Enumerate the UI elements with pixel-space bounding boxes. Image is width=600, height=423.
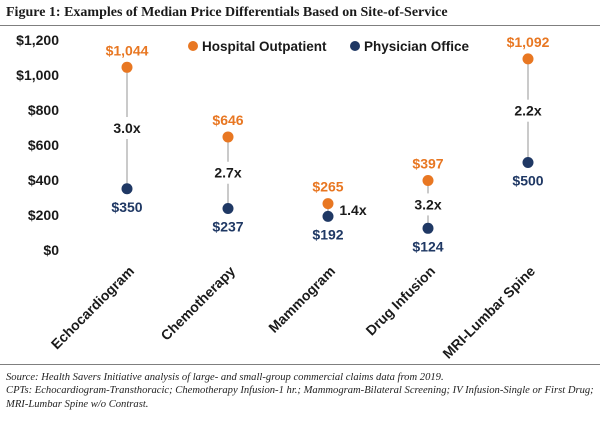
hospital-value-label: $1,092 [507,34,550,50]
physician-point [322,210,334,222]
physician-point [522,157,534,168]
physician-point [422,222,434,234]
physician-point [121,183,133,195]
data-labels: $1,044 $350 3.0x $646 $237 2.7x $265 $192 1.4x $3… [106,34,550,254]
ratio-label: 3.0x [113,120,140,136]
ratio-label: 2.2x [514,103,541,119]
y-axis: $0 $200 $400 $600 $800 $1,000 $1,200 [16,32,59,258]
ratio-label: 2.7x [214,165,241,181]
legend: Hospital Outpatient Physician Office [178,34,486,58]
data-points [121,53,534,234]
price-differential-chart: $0 $200 $400 $600 $800 $1,000 $1,200 $1,044 $35… [16,32,550,362]
hospital-value-label: $265 [312,179,343,195]
y-tick-label: $1,200 [16,32,59,48]
physician-value-label: $124 [412,238,443,254]
legend-label-hospital: Hospital Outpatient [202,39,327,54]
cpt-note: CPTs: Echocardiogram-Transthoracic; Chem… [6,385,594,410]
y-tick-label: $400 [28,172,59,188]
legend-marker-hospital [188,41,198,51]
figure-notes: Source: Health Savers Initiative analysi… [6,371,596,411]
hospital-point [422,175,434,187]
y-tick-label: $0 [43,242,59,258]
hospital-value-label: $646 [212,112,243,128]
ratio-label: 3.2x [414,196,441,212]
physician-value-label: $350 [111,199,142,215]
title-divider [0,25,600,26]
hospital-point [522,53,534,65]
notes-divider [0,364,600,365]
legend-box: Hospital Outpatient Physician Office [178,34,486,58]
physician-value-label: $500 [512,173,543,189]
x-tick-label: MRI-Lumbar Spine [439,263,538,362]
hospital-point [222,131,234,143]
x-axis: Echocardiogram Chemotherapy Mammogram Drug … [48,263,539,362]
x-tick-label: Drug Infusion [362,263,438,339]
hospital-point [121,61,133,73]
legend-background [178,34,486,58]
physician-value-label: $237 [212,219,243,235]
y-tick-label: $600 [28,137,59,153]
physician-point [222,203,234,215]
ratio-label: 1.4x [339,202,366,218]
x-tick-label: Echocardiogram [48,263,137,352]
source-note: Source: Health Savers Initiative analysi… [6,372,444,383]
hospital-value-label: $397 [412,156,443,172]
figure-title: Figure 1: Examples of Median Price Diffe… [6,5,448,20]
y-tick-label: $1,000 [16,67,59,83]
y-tick-label: $800 [28,102,59,118]
connector-lines [126,58,529,229]
x-tick-label: Mammogram [265,263,338,336]
legend-marker-physician [350,41,360,51]
x-tick-label: Chemotherapy [157,263,238,344]
y-tick-label: $200 [28,207,59,223]
physician-value-label: $192 [312,226,343,242]
hospital-point [322,198,334,210]
hospital-value-label: $1,044 [106,42,149,58]
legend-label-physician: Physician Office [364,39,470,54]
